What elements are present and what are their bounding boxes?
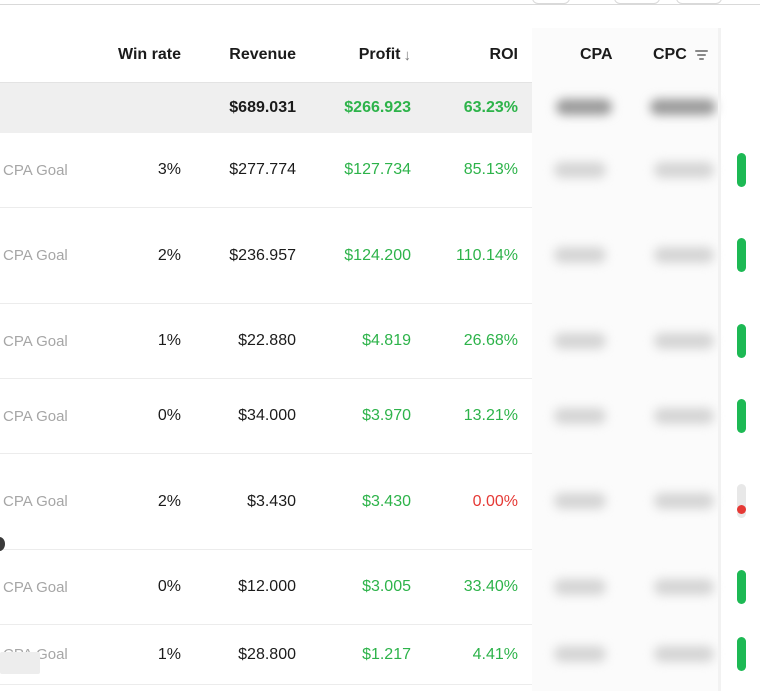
campaign-table: Win rate Revenue Profit ↓ ROI $689.031 $…: [0, 28, 532, 685]
row-win-rate: 1%: [157, 645, 181, 663]
row-roi: 85.13%: [463, 161, 518, 178]
status-active-indicator[interactable]: [737, 398, 746, 433]
toolbar-button[interactable]: [676, 0, 722, 4]
table-row[interactable]: CPA Goal 1% $22.880 $4.819 26.68%: [0, 304, 532, 379]
row-revenue: $34.000: [238, 407, 296, 424]
status-active-indicator[interactable]: [737, 238, 746, 272]
table-header-row: Win rate Revenue Profit ↓ ROI: [0, 28, 532, 83]
row-revenue: $22.880: [238, 332, 296, 349]
row-goal-label: CPA Goal: [3, 493, 68, 510]
blurred-value: [654, 646, 714, 662]
cpc-header-label: CPC: [653, 46, 687, 63]
table-row[interactable]: CPA Goal 0% $34.000 $3.970 13.21%: [0, 379, 532, 454]
blurred-value: [554, 578, 606, 595]
row-profit: $3.970: [362, 407, 411, 424]
blurred-total: [650, 99, 716, 115]
row-profit: $1.217: [362, 645, 411, 663]
row-roi: 13.21%: [463, 407, 518, 424]
row-profit: $4.819: [362, 332, 411, 349]
row-revenue: $3.430: [247, 492, 296, 510]
blurred-value: [654, 332, 714, 349]
row-goal-label: CPA Goal: [3, 578, 68, 596]
row-goal-label: CPA Goal: [3, 407, 68, 425]
column-header-win-rate[interactable]: Win rate: [118, 46, 181, 63]
row-win-rate: 0%: [157, 578, 181, 595]
blurred-value: [554, 407, 606, 424]
row-win-rate: 2%: [157, 246, 181, 264]
status-dot: [737, 505, 746, 514]
column-divider: [718, 28, 721, 691]
column-header-revenue[interactable]: Revenue: [229, 46, 296, 63]
status-active-indicator[interactable]: [737, 637, 746, 671]
column-header-roi[interactable]: ROI: [489, 46, 518, 63]
table-row[interactable]: CPA Goal 2% $3.430 $3.430 0.00%: [0, 454, 532, 550]
scroll-handle[interactable]: [0, 537, 5, 551]
blurred-value: [654, 493, 714, 509]
row-revenue: $28.800: [238, 645, 296, 663]
row-goal-label: CPA Goal: [3, 161, 68, 179]
row-revenue: $277.774: [229, 161, 296, 178]
row-win-rate: 3%: [157, 161, 181, 178]
row-goal-label: CPA Goal: [3, 247, 68, 264]
toolbar-button[interactable]: [614, 0, 660, 4]
row-profit: $3.430: [362, 492, 411, 510]
blurred-value: [554, 332, 606, 349]
profit-header-label: Profit: [358, 46, 401, 63]
total-revenue: $689.031: [229, 99, 296, 116]
blurred-columns: CPA CPC: [532, 28, 718, 691]
total-roi: 63.23%: [463, 99, 518, 116]
row-roi: 33.40%: [463, 578, 518, 595]
blurred-value: [654, 407, 714, 424]
row-roi: 110.14%: [456, 246, 518, 264]
table-row[interactable]: CPA Goal 2% $236.957 $124.200 110.14%: [0, 208, 532, 304]
blurred-value: [554, 161, 606, 178]
totals-row: $689.031 $266.923 63.23%: [0, 83, 532, 133]
blurred-value: [554, 646, 606, 662]
column-header-cpa[interactable]: CPA: [580, 46, 613, 63]
column-header-profit[interactable]: Profit ↓: [359, 28, 411, 82]
row-roi: 0.00%: [472, 492, 518, 510]
row-profit: $127.734: [344, 161, 411, 178]
total-profit: $266.923: [344, 99, 411, 116]
row-revenue: $12.000: [238, 578, 296, 595]
row-win-rate: 0%: [157, 407, 181, 424]
row-roi: 4.41%: [472, 645, 518, 663]
blurred-value: [654, 578, 714, 595]
row-profit: $3.005: [362, 578, 411, 595]
row-profit: $124.200: [344, 246, 411, 264]
goal-highlight-chip: [0, 652, 40, 674]
top-toolbar-edge: [0, 0, 760, 8]
blurred-total: [556, 99, 612, 115]
table-row[interactable]: CPA Goal 3% $277.774 $127.734 85.13%: [0, 133, 532, 208]
blurred-value: [554, 493, 606, 509]
table-row[interactable]: CPA Goal 0% $12.000 $3.005 33.40%: [0, 550, 532, 625]
sort-descending-icon[interactable]: ↓: [403, 46, 412, 64]
column-header-cpc[interactable]: CPC: [653, 28, 708, 82]
row-roi: 26.68%: [463, 332, 518, 349]
status-active-indicator[interactable]: [737, 152, 746, 187]
filter-icon[interactable]: [694, 48, 708, 62]
row-revenue: $236.957: [229, 246, 296, 264]
row-win-rate: 2%: [157, 492, 181, 510]
status-active-indicator[interactable]: [737, 323, 746, 358]
row-win-rate: 1%: [157, 332, 181, 349]
status-inactive-indicator[interactable]: [737, 484, 746, 518]
status-active-indicator[interactable]: [737, 569, 746, 604]
blurred-value: [654, 247, 714, 263]
toolbar-divider: [0, 4, 760, 5]
blurred-value: [554, 247, 606, 263]
row-goal-label: CPA Goal: [3, 332, 68, 350]
blurred-value: [654, 161, 714, 178]
toolbar-button[interactable]: [532, 0, 570, 4]
